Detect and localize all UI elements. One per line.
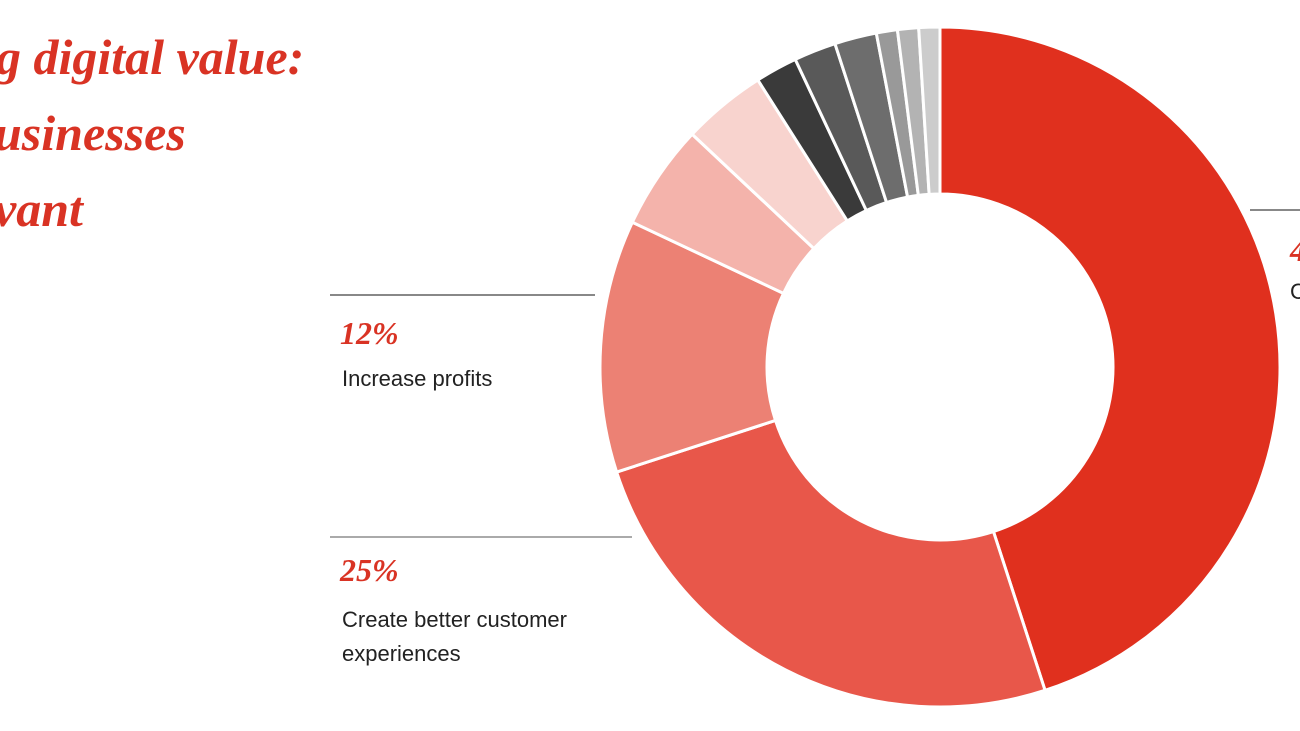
title-line: vant xyxy=(0,181,83,237)
value-label: 12% xyxy=(340,315,399,351)
donut-slice xyxy=(614,418,1047,709)
donut-slice xyxy=(598,220,786,474)
donut-slice xyxy=(917,25,942,196)
title-line: usinesses xyxy=(0,105,186,161)
category-label: C xyxy=(1290,279,1300,304)
value-label: 4 xyxy=(1290,232,1300,269)
value-label: 25% xyxy=(340,552,399,588)
category-label: Create better customer experiences xyxy=(342,607,567,666)
donut-slice xyxy=(938,25,1282,693)
title-line: g digital value: xyxy=(0,29,305,85)
category-label: Increase profits xyxy=(342,366,493,391)
